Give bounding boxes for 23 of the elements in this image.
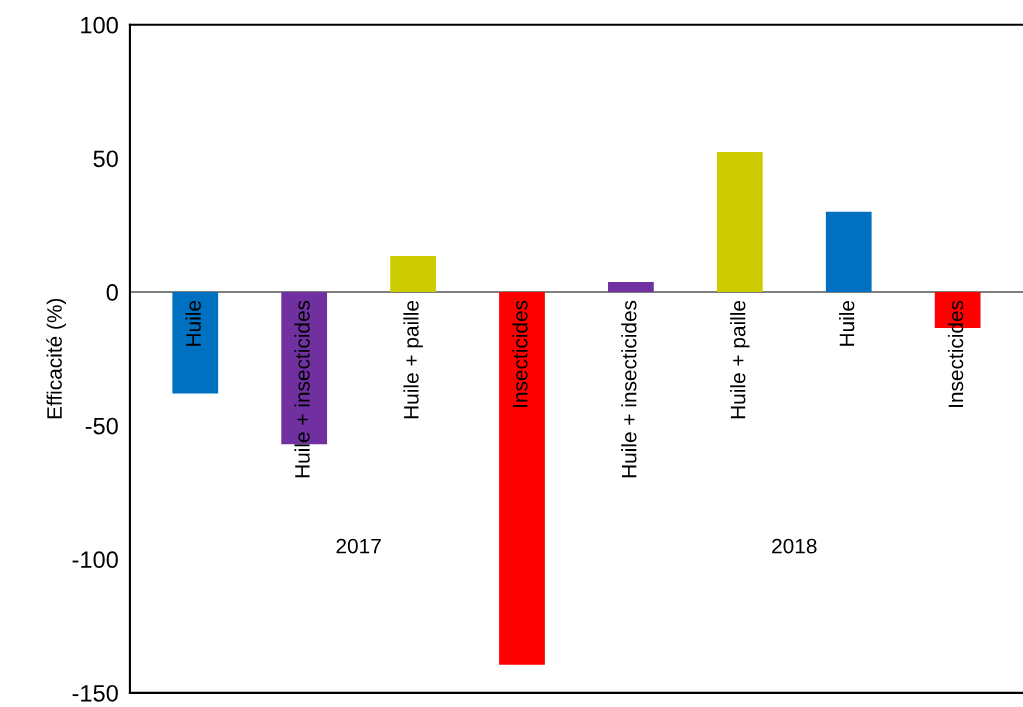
- bar: [390, 255, 436, 292]
- y-tick-label: 0: [106, 284, 118, 301]
- bar: [608, 282, 654, 292]
- x-tick-label: Huile + insecticides: [294, 300, 310, 478]
- annotation: 2018: [772, 538, 817, 554]
- x-tick-label: Insecticides: [512, 300, 528, 407]
- annotation: 2017: [336, 538, 381, 554]
- x-tick-label: Huile + insecticides: [621, 300, 637, 478]
- x-tick-label: Huile + paille: [730, 300, 750, 419]
- x-tick-label: Huile: [185, 300, 201, 346]
- bar: [825, 211, 872, 292]
- y-tick-label: 50: [93, 150, 118, 168]
- y-tick-label: -50: [85, 417, 118, 435]
- y-tick-label: 100: [81, 16, 118, 34]
- x-tick-label: Huile: [839, 300, 855, 346]
- x-tick-label: Insecticides: [947, 300, 964, 407]
- bar: [499, 291, 545, 665]
- bar: [716, 151, 763, 292]
- y-tick-label: -100: [72, 551, 118, 569]
- x-tick-label: Huile + paille: [403, 300, 423, 419]
- y-axis-title: Efficacité (%): [46, 298, 66, 419]
- bar: [172, 291, 219, 394]
- y-tick-label: -150: [72, 684, 118, 702]
